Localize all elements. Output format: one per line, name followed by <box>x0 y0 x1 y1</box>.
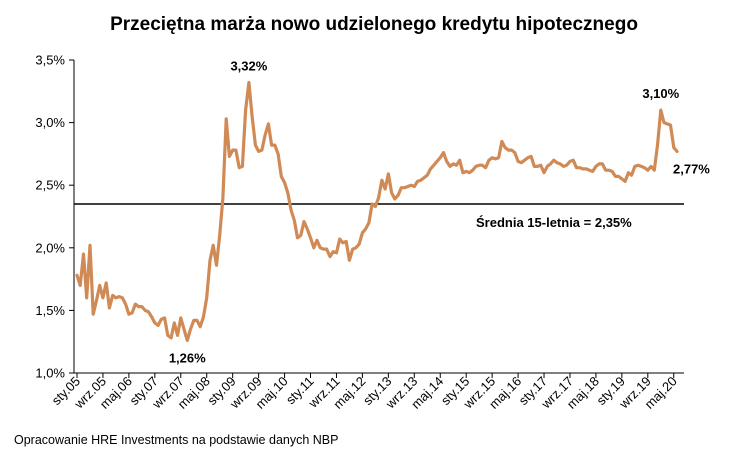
y-axis-ticks: 1,0% 1,5% 2,0% 2,5% 3,0% 3,5% <box>35 53 74 381</box>
y-tick-label: 3,5% <box>35 53 65 68</box>
y-tick-label: 1,5% <box>35 303 65 318</box>
data-label: 1,26% <box>169 350 206 365</box>
data-label: 3,10% <box>642 86 679 101</box>
data-label: 3,32% <box>230 59 267 74</box>
annotations: 3,32% 1,26% 3,10% 2,77% <box>169 59 710 366</box>
source-note: Opracowanie HRE Investments na podstawie… <box>14 433 339 447</box>
y-tick-label: 2,0% <box>35 240 65 255</box>
y-tick-label: 3,0% <box>35 115 65 130</box>
average-label: Średnia 15-letnia = 2,35% <box>476 215 632 230</box>
series-line <box>75 80 679 342</box>
data-label: 2,77% <box>673 161 710 176</box>
x-axis-ticks: sty.05wrz.05maj.06sty.07wrz.07maj.08sty.… <box>49 373 680 412</box>
line-chart: 1,0% 1,5% 2,0% 2,5% 3,0% 3,5% sty.05wrz.05maj… <box>35 53 710 412</box>
y-tick-label: 2,5% <box>35 178 65 193</box>
chart-title: Przeciętna marża nowo udzielonego kredyt… <box>110 14 638 35</box>
y-tick-label: 1,0% <box>35 366 65 381</box>
